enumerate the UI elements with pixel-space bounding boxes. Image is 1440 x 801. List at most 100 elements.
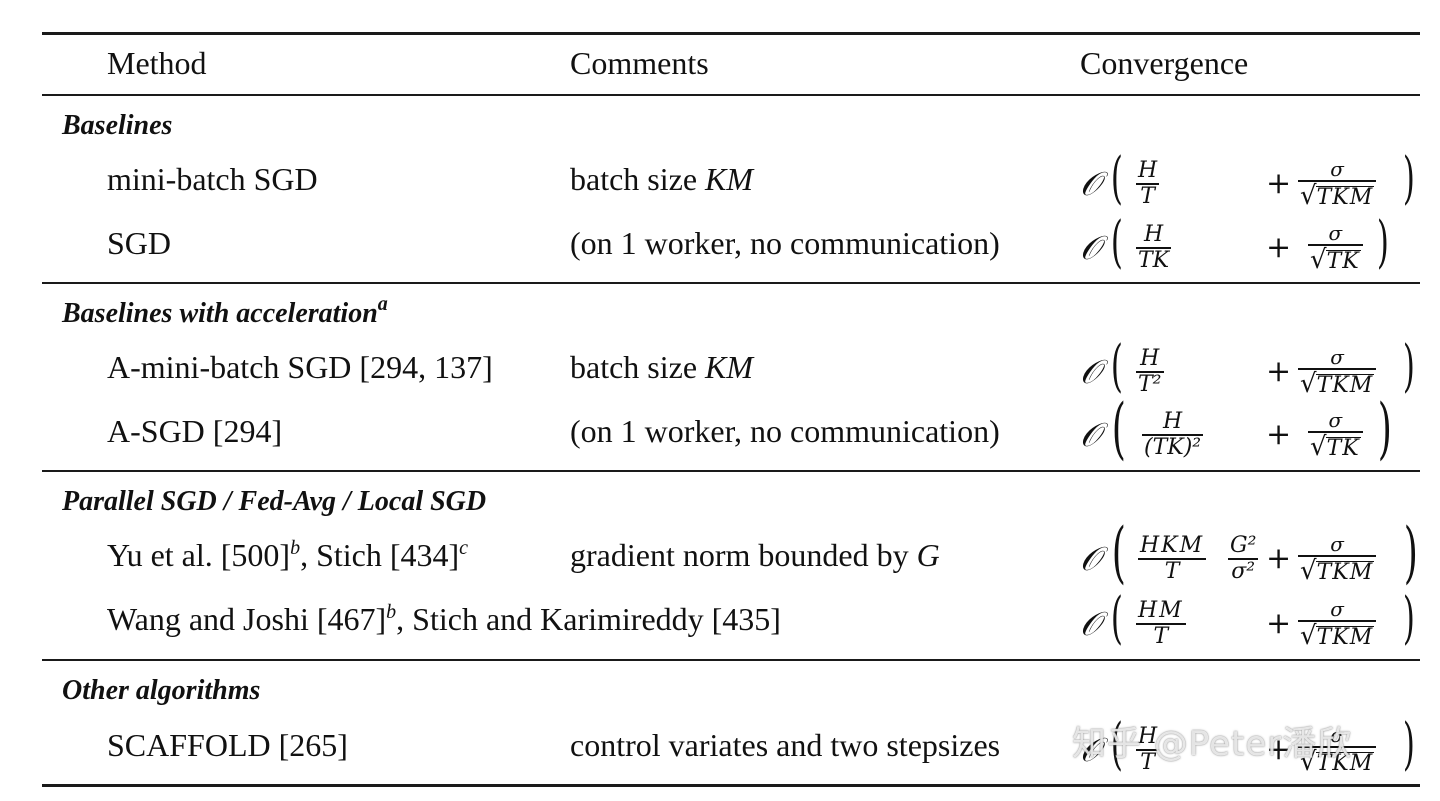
sigma-numerator: σ xyxy=(1328,408,1343,432)
fraction-bar xyxy=(1298,555,1377,557)
section-title-text: Baselines with acceleration xyxy=(62,298,378,329)
comment-text: gradient norm bounded by xyxy=(570,537,909,573)
fraction-denominator: T xyxy=(1164,558,1180,584)
sigma-numerator: σ xyxy=(1328,221,1343,245)
sqrt-denominator: √ TKM xyxy=(1298,622,1376,649)
sqrt-sign: √ xyxy=(1300,180,1317,211)
fraction-term: H (TK)² xyxy=(1142,411,1204,460)
fraction-denominator: T xyxy=(1140,749,1155,775)
paren-right: ) xyxy=(1403,514,1418,591)
method-text: , Stich and Karimireddy [435] xyxy=(396,601,781,637)
section-rule-1 xyxy=(42,282,1420,284)
fraction-bar xyxy=(1298,180,1377,182)
footnote-marker: b xyxy=(290,537,301,559)
sqrt-denominator: √ TKM xyxy=(1298,557,1376,584)
fraction-bar xyxy=(1308,431,1363,433)
plus-sign: + xyxy=(1266,354,1292,389)
sigma-fraction: σ √ TKM xyxy=(1298,534,1377,584)
sigma-fraction: σ √ TKM xyxy=(1298,599,1377,649)
convergence-formula: 𝒪 ( HKM T G² σ² + σ √ TKM ) xyxy=(1080,520,1420,600)
fraction-denominator: T xyxy=(1140,183,1155,209)
big-o-symbol: 𝒪 xyxy=(1080,604,1101,643)
fraction-numerator: H xyxy=(1143,222,1164,247)
big-o-symbol: 𝒪 xyxy=(1080,228,1101,267)
method-text: Yu et al. [500] xyxy=(107,537,291,573)
method-text: , Stich [434] xyxy=(300,537,460,573)
plus-sign: + xyxy=(1266,732,1292,767)
comment-math: KM xyxy=(705,349,754,385)
section-title-text: Other algorithms xyxy=(62,675,261,706)
sqrt-sign: √ xyxy=(1300,555,1317,586)
plus-sign: + xyxy=(1266,541,1292,576)
section-title-parallel-sgd: Parallel SGD / Fed-Avg / Local SGD xyxy=(62,488,486,516)
section-rule-2 xyxy=(42,470,1420,472)
footnote-marker: a xyxy=(377,293,388,315)
fraction-denominator: TK xyxy=(1138,247,1170,273)
fraction-bar xyxy=(1138,558,1207,560)
comment-text: batch size xyxy=(570,161,698,197)
gradient-ratio-fraction: G² σ² xyxy=(1228,535,1259,583)
fraction-numerator: H xyxy=(1138,724,1158,749)
sigma-fraction: σ √ TKM xyxy=(1298,345,1377,397)
sigma-numerator: σ xyxy=(1330,723,1344,747)
sigma-numerator: σ xyxy=(1330,345,1344,369)
sqrt-denominator: √ TKM xyxy=(1298,182,1376,209)
sqrt-sign: √ xyxy=(1310,244,1327,275)
paren-right: ) xyxy=(1402,146,1415,211)
method-cell: A-mini-batch SGD [294, 137] xyxy=(107,349,493,385)
fraction-numerator: H xyxy=(1138,158,1158,183)
paren-left: ( xyxy=(1110,334,1123,399)
section-title-acceleration: Baselines with accelerationa xyxy=(62,294,388,329)
paren-left: ( xyxy=(1110,146,1123,211)
section-rule-3 xyxy=(42,659,1420,661)
paren-right: ) xyxy=(1377,390,1392,467)
sqrt-radicand: TKM xyxy=(1315,624,1375,650)
fraction-denominator: T² xyxy=(1138,371,1162,397)
method-cell: SGD xyxy=(107,225,172,261)
header-comments: Comments xyxy=(570,45,709,81)
big-o-symbol: 𝒪 xyxy=(1080,352,1101,391)
paren-right: ) xyxy=(1402,712,1415,777)
sqrt-sign: √ xyxy=(1310,431,1327,462)
header-rule xyxy=(42,94,1420,96)
sqrt-denominator: √ TKM xyxy=(1298,748,1376,775)
sigma-numerator: σ xyxy=(1330,157,1344,181)
fraction-denominator: T xyxy=(1153,623,1169,649)
header-convergence: Convergence xyxy=(1080,45,1249,81)
comment-cell: batch size KM xyxy=(570,351,753,383)
big-o-symbol: 𝒪 xyxy=(1080,164,1101,203)
fraction-bar xyxy=(1136,247,1172,249)
section-title-text: Baselines xyxy=(62,110,173,141)
fraction-numerator: H xyxy=(1140,346,1160,371)
paren-right: ) xyxy=(1402,586,1415,651)
method-text: Wang and Joshi [467] xyxy=(107,601,387,637)
fraction-bar xyxy=(1228,558,1259,560)
fraction-term: HKM T xyxy=(1138,535,1207,584)
fraction-bar xyxy=(1298,746,1377,748)
fraction-term: H TK xyxy=(1136,222,1172,273)
fraction-term: H T xyxy=(1136,158,1160,209)
fraction-bar xyxy=(1136,183,1160,185)
fraction-term: H T xyxy=(1136,724,1160,775)
paren-left: ( xyxy=(1111,514,1126,591)
comment-cell: (on 1 worker, no communication) xyxy=(570,227,1000,259)
section-title-text: Parallel SGD / Fed-Avg / Local SGD xyxy=(62,486,487,517)
footnote-marker: b xyxy=(386,601,397,623)
convergence-formula: 𝒪 ( H TK + σ √ TK ) xyxy=(1080,209,1420,289)
method-cell: SCAFFOLD [265] xyxy=(107,727,348,763)
fraction-bar xyxy=(1136,749,1160,751)
comment-text: (on 1 worker, no communication) xyxy=(570,413,1000,449)
fraction-denominator: (TK)² xyxy=(1144,434,1202,460)
sqrt-denominator: √ TK xyxy=(1308,433,1363,460)
section-title-baselines: Baselines xyxy=(62,112,172,140)
fraction-bar xyxy=(1136,623,1186,625)
paren-right: ) xyxy=(1402,334,1415,399)
sqrt-radicand: TKM xyxy=(1315,750,1375,776)
plus-sign: + xyxy=(1266,230,1292,265)
comment-cell: batch size KM xyxy=(570,163,753,195)
big-o-symbol: 𝒪 xyxy=(1080,415,1101,454)
fraction-bar xyxy=(1298,368,1377,370)
method-cell: mini-batch SGD xyxy=(107,161,318,197)
big-o-symbol: 𝒪 xyxy=(1080,539,1101,578)
footnote-marker: c xyxy=(459,537,469,559)
